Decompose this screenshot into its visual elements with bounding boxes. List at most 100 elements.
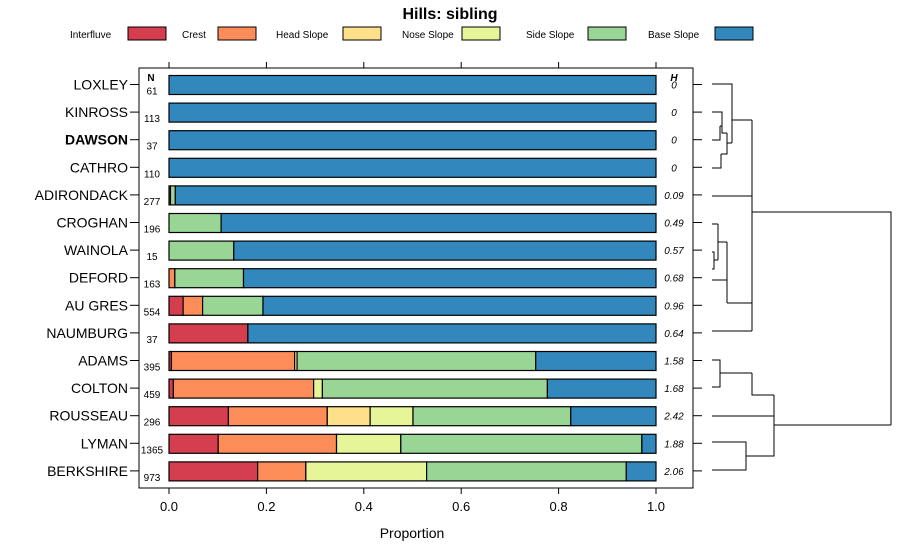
bar-segment [400, 433, 643, 454]
bar-row: DEFORD 163 0.68 [69, 268, 702, 291]
legend-label: Crest [182, 30, 206, 41]
bar-segment [172, 378, 315, 399]
bar-segment [305, 461, 428, 482]
h-value: 0.49 [664, 219, 684, 230]
h-value: 0 [671, 81, 677, 92]
bar-segment [168, 406, 230, 427]
legend-swatch [217, 26, 257, 41]
n-value: 554 [144, 307, 161, 318]
h-value: 0.96 [664, 301, 684, 312]
legend-swatch [461, 26, 501, 41]
dendrogram-branch [752, 211, 892, 425]
n-value: 163 [144, 280, 161, 291]
row-label: BERKSHIRE [47, 463, 128, 479]
bar-row: ADAMS 395 1.58 [78, 350, 702, 374]
bar-segment [168, 323, 249, 344]
dendrogram [712, 83, 892, 471]
x-tick-label: 0.4 [355, 499, 373, 514]
row-label: COLTON [71, 380, 128, 396]
x-tick-label: 1.0 [647, 499, 665, 514]
row-label: ADIRONDACK [35, 187, 129, 203]
bar-segment [426, 461, 627, 482]
legend-swatch [127, 26, 167, 41]
legend-swatch [587, 26, 627, 41]
n-header: N [147, 73, 154, 84]
bar-row: LYMAN 1365 1.88 [81, 433, 702, 456]
bar-segment [641, 433, 657, 454]
bar-segment [174, 268, 245, 289]
x-axis: 0.0 0.2 0.4 0.6 0.8 1.0 [160, 488, 665, 514]
h-value: 0.68 [664, 274, 684, 285]
bar-row: DAWSON 37 0 [65, 130, 702, 153]
bar-segment [369, 406, 414, 427]
h-value: 0.09 [664, 191, 684, 202]
dendrogram-branch [712, 424, 891, 471]
row-label: AU GRES [65, 297, 128, 313]
row-label: CATHRO [70, 159, 128, 175]
bar-row: CATHRO 110 0 [70, 157, 702, 180]
x-tick-label: 0.8 [550, 499, 568, 514]
n-value: 459 [144, 390, 161, 401]
bar-segment [227, 406, 328, 427]
dendrogram-branch [712, 120, 753, 303]
bar-segment [168, 130, 657, 151]
bar-segment [570, 406, 657, 427]
bar-segment [182, 295, 204, 316]
bar-segment [296, 350, 537, 372]
top-axis-ticks [168, 62, 657, 68]
bar-segment [321, 378, 548, 399]
n-value: 296 [144, 418, 161, 429]
h-value: 0.57 [664, 246, 684, 257]
legend-label: Side Slope [526, 30, 575, 41]
row-label: ROUSSEAU [49, 408, 128, 424]
dendrogram-branch [712, 126, 722, 169]
bar-row: WAINOLA 15 0.57 [64, 240, 702, 263]
dendrogram-branch [720, 98, 752, 155]
bar-segment [247, 323, 657, 344]
bar-row: AU GRES 554 0.96 [65, 295, 702, 318]
bar-segment [546, 378, 657, 399]
x-tick-label: 0.6 [452, 499, 470, 514]
legend-label: Head Slope [276, 30, 329, 41]
n-value: 113 [144, 114, 160, 125]
bar-segment [168, 102, 657, 123]
n-value: 37 [146, 142, 158, 153]
legend-swatch [342, 26, 382, 41]
h-value: 1.88 [664, 439, 684, 450]
n-value: 37 [146, 335, 158, 346]
n-value: 110 [144, 169, 160, 180]
h-value: 1.58 [664, 357, 684, 368]
row-label: WAINOLA [64, 242, 129, 258]
bar-row: ROUSSEAU 296 2.42 [49, 406, 702, 429]
bar-segment [168, 268, 176, 289]
bar-row: LOXLEY 61 0 [74, 74, 702, 98]
h-value: 0 [671, 108, 677, 119]
x-tick-label: 0.0 [160, 499, 178, 514]
n-value: 15 [146, 252, 158, 263]
bar-segment [242, 268, 657, 289]
bar-segment [168, 212, 222, 234]
h-value: 0 [671, 163, 677, 174]
legend-label: Base Slope [648, 30, 700, 41]
chart-title: Hills: sibling [402, 6, 497, 23]
row-label: NAUMBURG [46, 325, 128, 341]
n-value: 395 [144, 363, 161, 374]
n-value: 1365 [141, 445, 164, 456]
legend: Interfluve Crest Head Slope Nose Slope Side … [70, 26, 754, 41]
h-value: 0 [671, 136, 677, 147]
row-label: DAWSON [65, 132, 128, 148]
bar-segment [202, 295, 264, 316]
h-value: 2.42 [663, 412, 684, 423]
bar-segment [233, 240, 657, 261]
bar-segment [313, 378, 324, 399]
bar-segment [169, 185, 176, 206]
legend-label: Interfluve [70, 30, 112, 41]
bar-row: KINROSS 113 0 [65, 102, 702, 125]
bar-segment [168, 433, 219, 454]
bar-rows: LOXLEY 61 0 KINROSS 113 0 DAWSON 37 0 CATHRO 110 0 A… [35, 74, 702, 484]
legend-label: Nose Slope [402, 30, 454, 41]
bar-segment [625, 461, 657, 482]
bar-row: ADIRONDACK 277 0.09 [35, 185, 702, 208]
bar-segment [168, 240, 235, 261]
